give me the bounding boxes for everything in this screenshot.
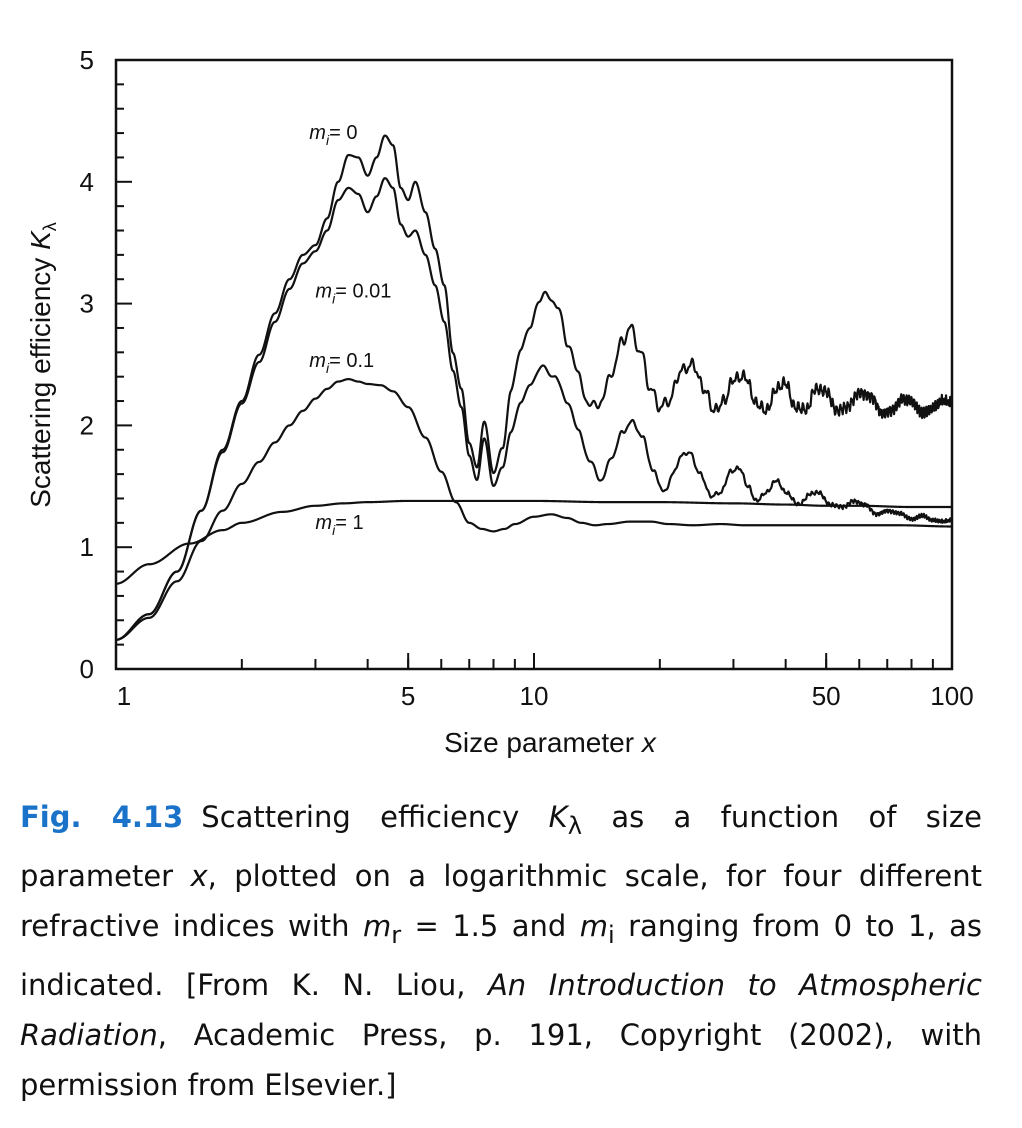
figure-caption: Fig. 4.13 Scattering efficiency Kλ as a f… [20, 792, 982, 1110]
caption-sub-r: r [391, 920, 402, 949]
caption-text-6: , Academic Press, p. 191, Copyright (200… [20, 1017, 982, 1102]
curve-label-var: m [309, 122, 326, 144]
y-tick-label: 5 [80, 45, 94, 75]
x-tick-label: 5 [401, 681, 415, 711]
curve-series-2 [115, 378, 953, 641]
curve-label-value: = 0.1 [329, 350, 374, 372]
curve-label-3: mi= 1 [315, 512, 363, 538]
y-tick-label: 3 [80, 289, 94, 319]
curves [115, 134, 954, 641]
curve-label-0: mi= 0 [309, 122, 357, 148]
curve-series-0 [115, 134, 954, 641]
caption-text-5: ranging from 0 to 1, as indicated. [From… [20, 908, 982, 1002]
y-tick-label: 1 [80, 532, 94, 562]
x-axis-title: Size parameter x [444, 727, 657, 758]
caption-var-mr: m [362, 908, 392, 943]
x-tick-label: 1 [117, 681, 131, 711]
caption-sub-lambda: λ [567, 811, 582, 840]
curve-label-sub: i [332, 291, 336, 307]
caption-text-1: Scattering efficiency [201, 800, 549, 834]
y-tick-label: 4 [80, 167, 94, 197]
curve-label-var: m [315, 512, 332, 534]
curve-label-sub: i [326, 360, 330, 376]
x-tick-label: 50 [812, 681, 841, 711]
curve-label-value: = 0 [329, 122, 357, 144]
curve-label-var: m [315, 281, 332, 303]
caption-text-2: as a function of size parameter [20, 800, 982, 893]
caption-var-k: K [548, 800, 568, 834]
curve-label-var: m [309, 350, 326, 372]
curve-series-1 [115, 177, 954, 641]
curve-label-1: mi= 0.01 [315, 281, 391, 307]
y-tick-label: 2 [80, 410, 94, 440]
caption-book-title: An Introduction to Atmospheric Radiation [20, 967, 982, 1052]
x-tick-label: 10 [520, 681, 549, 711]
curve-label-2: mi= 0.1 [309, 350, 374, 376]
x-tick-label: 100 [930, 681, 973, 711]
y-tick-label: 0 [80, 654, 94, 684]
y-axis-title: Scattering efficiency Kλ [25, 222, 60, 508]
caption-sub-i: i [607, 920, 615, 949]
curve-label-value: = 1 [335, 512, 363, 534]
curve-label-sub: i [326, 132, 330, 148]
caption-var-x: x [190, 858, 208, 893]
plot-frame [114, 58, 954, 671]
curve-series-3 [115, 499, 953, 585]
curve-label-sub: i [332, 522, 336, 538]
curve-label-value: = 0.01 [335, 281, 391, 303]
caption-text-4: = 1.5 and [401, 908, 580, 943]
caption-text-3: , plotted on a logarithmic scale, for fo… [20, 858, 982, 943]
figure-number: Fig. 4.13 [20, 800, 184, 834]
caption-var-mi: m [579, 908, 608, 943]
